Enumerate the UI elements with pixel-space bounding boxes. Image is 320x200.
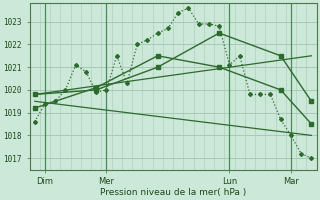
X-axis label: Pression niveau de la mer( hPa ): Pression niveau de la mer( hPa ) bbox=[100, 188, 246, 197]
